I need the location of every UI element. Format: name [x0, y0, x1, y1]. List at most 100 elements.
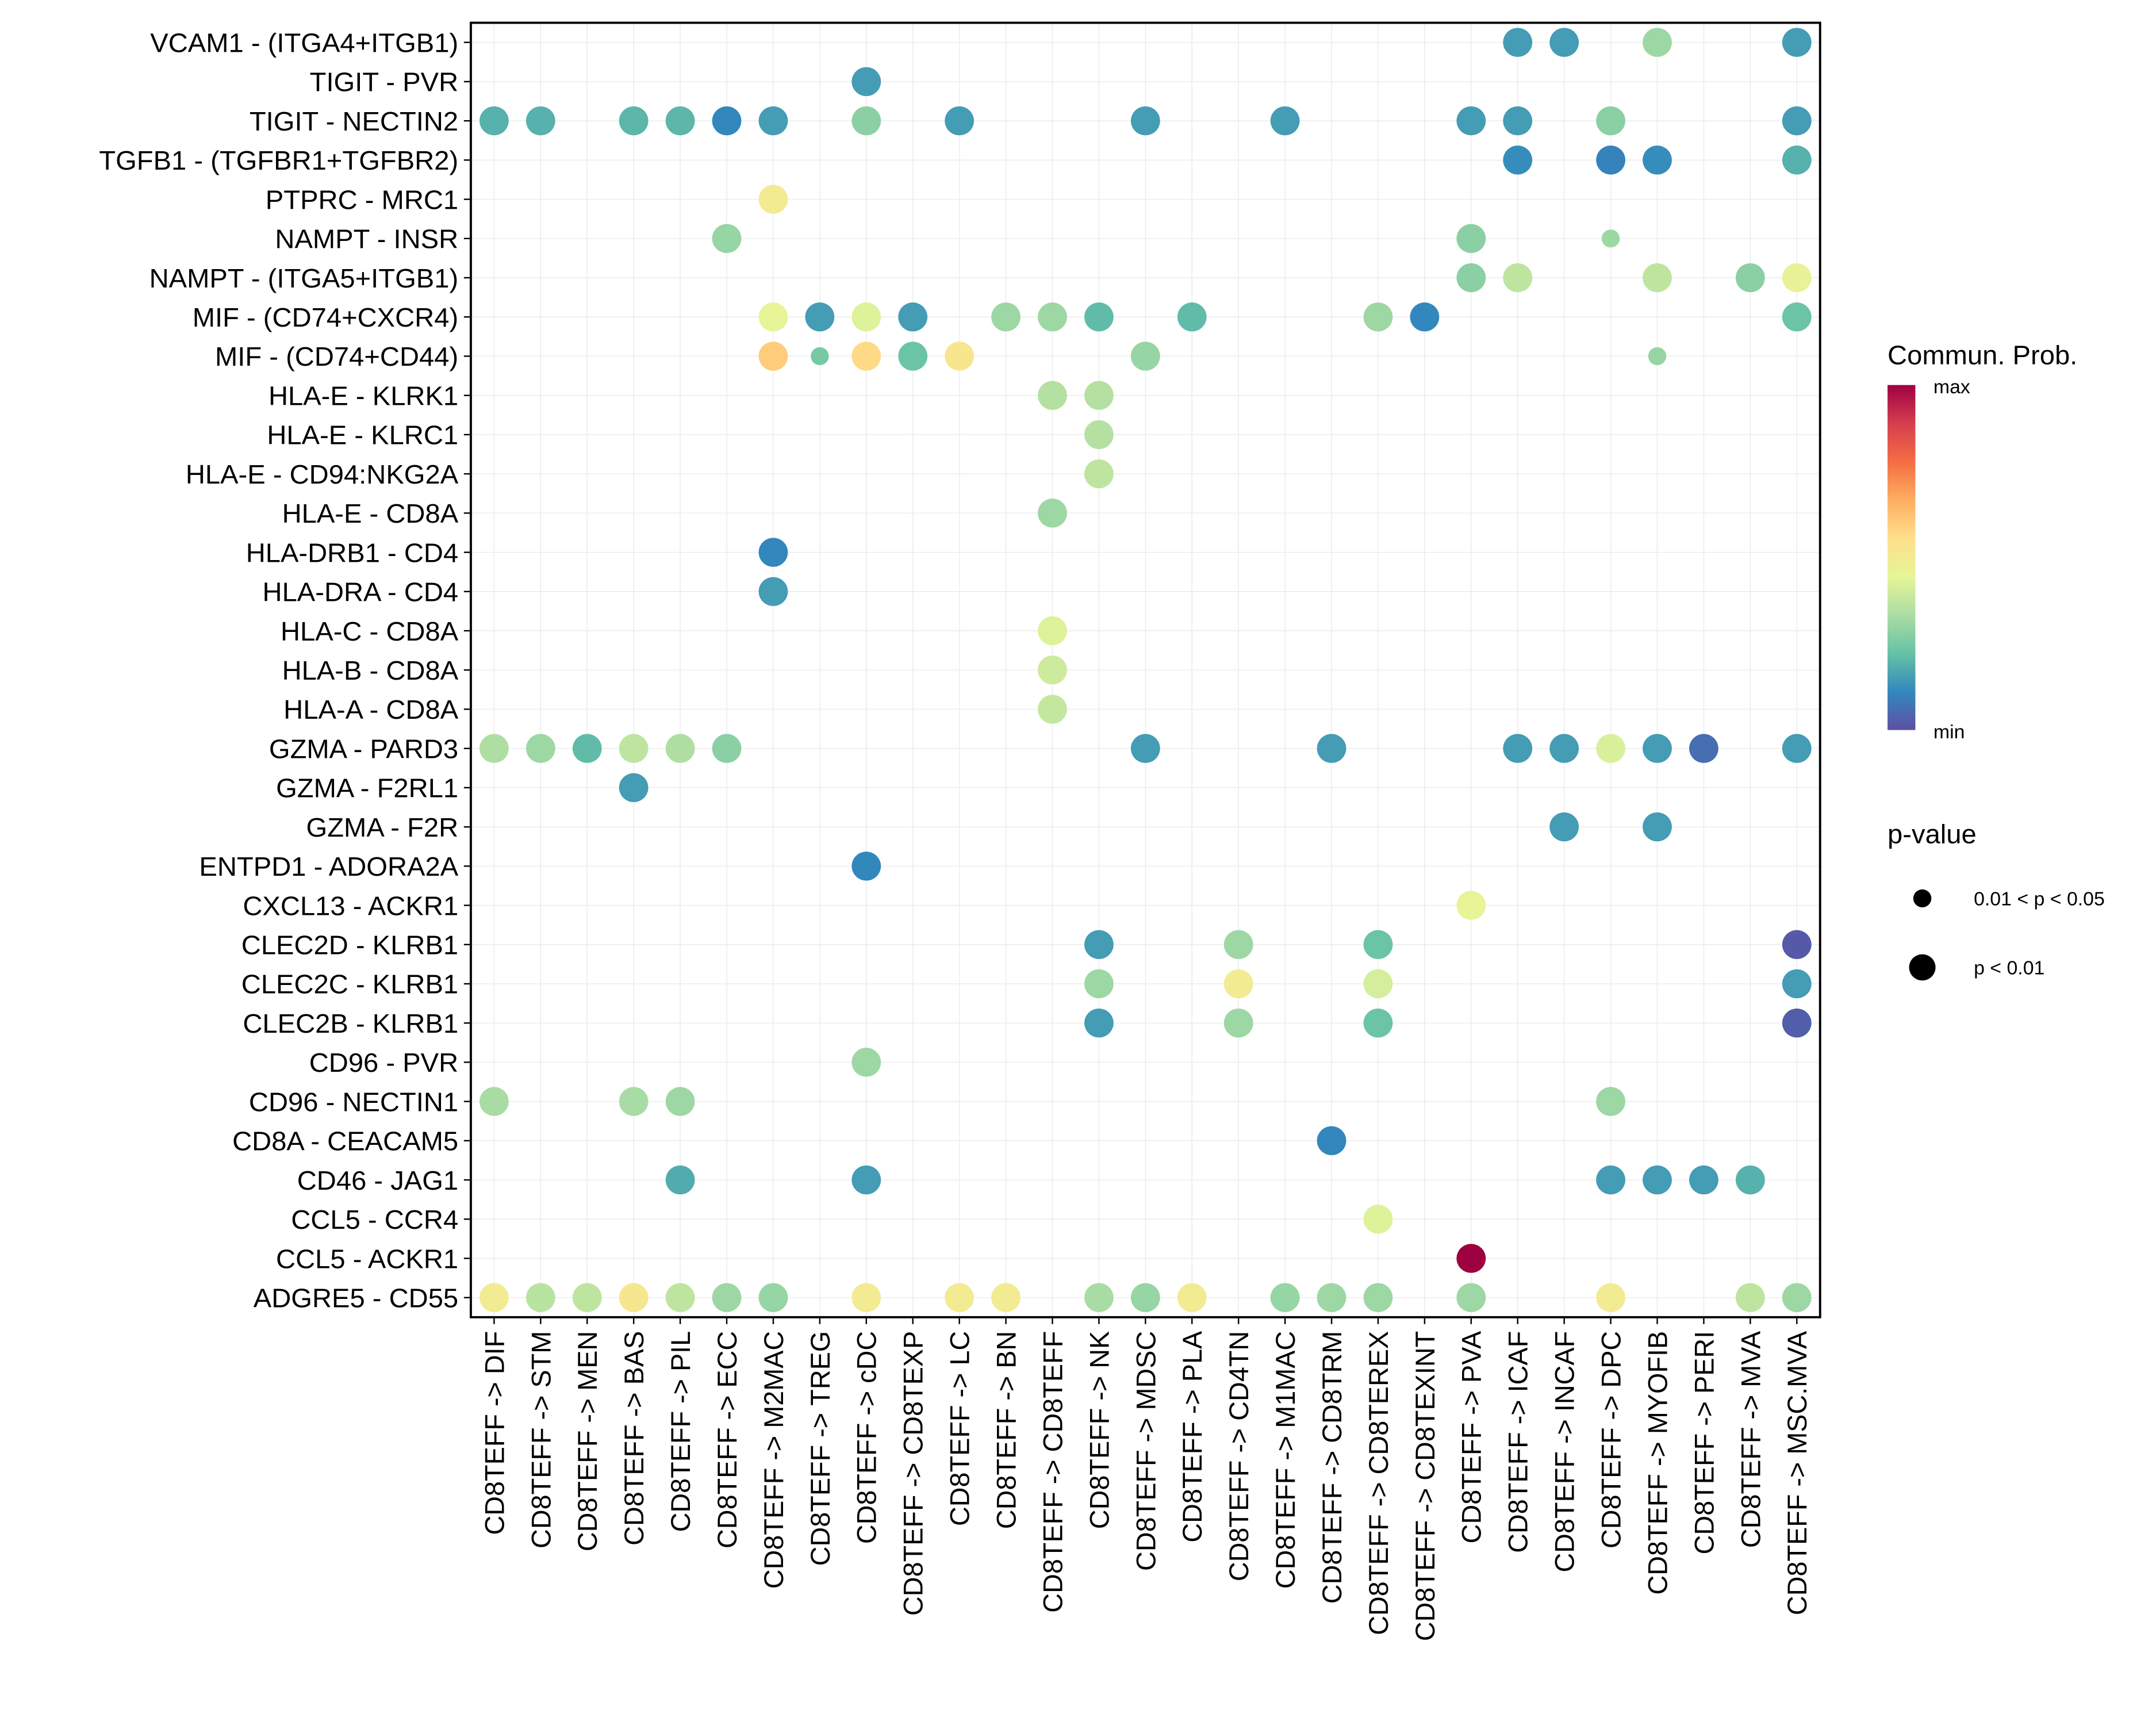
- pvalue-legend-title: p-value: [1888, 819, 1977, 849]
- data-point: [665, 1165, 695, 1195]
- data-point: [1038, 499, 1067, 528]
- pvalue-legend-small-dot: [1913, 889, 1932, 907]
- y-tick-label: GZMA - PARD3: [269, 734, 458, 764]
- x-tick-label: CD8TEFF -> PIL: [665, 1331, 696, 1532]
- y-tick-label: TGFB1 - (TGFBR1+TGFBR2): [99, 145, 458, 175]
- data-point: [898, 342, 928, 371]
- x-tick-label: CD8TEFF -> CD8TEXINT: [1410, 1331, 1440, 1641]
- data-point: [1363, 969, 1393, 999]
- data-point: [1130, 106, 1160, 136]
- y-tick-label: MIF - (CD74+CD44): [215, 341, 458, 371]
- y-tick-label: HLA-E - CD94:NKG2A: [186, 459, 459, 489]
- data-point: [1038, 302, 1067, 332]
- data-point: [1782, 734, 1812, 763]
- data-point: [1270, 106, 1300, 136]
- data-point: [1456, 263, 1486, 293]
- data-point: [665, 106, 695, 136]
- data-point: [1735, 1165, 1765, 1195]
- data-point: [1596, 106, 1625, 136]
- data-point: [1782, 28, 1812, 57]
- x-tick-label: CD8TEFF -> MYOFIB: [1642, 1331, 1672, 1595]
- x-tick-label: CD8TEFF -> NK: [1084, 1331, 1114, 1529]
- data-point: [851, 67, 881, 97]
- x-tick-label: CD8TEFF -> DIF: [479, 1331, 509, 1535]
- data-point: [1643, 734, 1672, 763]
- data-point: [479, 106, 509, 136]
- data-point: [1549, 28, 1579, 57]
- data-point: [805, 302, 835, 332]
- data-point: [758, 185, 788, 214]
- data-point: [991, 1283, 1021, 1312]
- data-point: [1735, 1283, 1765, 1312]
- x-tick-label: CD8TEFF -> PERI: [1689, 1331, 1719, 1555]
- data-point: [1456, 891, 1486, 920]
- y-tick-label: HLA-E - CD8A: [282, 498, 459, 528]
- colorbar-max-label: max: [1934, 376, 1970, 398]
- data-point: [665, 1283, 695, 1312]
- pvalue-legend-label-0: 0.01 < p < 0.05: [1974, 888, 2105, 910]
- data-point: [1270, 1283, 1300, 1312]
- data-point: [758, 302, 788, 332]
- data-point: [1456, 1244, 1486, 1273]
- data-point: [1782, 106, 1812, 136]
- data-point: [945, 342, 975, 371]
- x-tick-label: CD8TEFF -> PLA: [1177, 1331, 1207, 1542]
- data-point: [619, 1283, 649, 1312]
- y-tick-label: MIF - (CD74+CXCR4): [193, 302, 458, 332]
- data-point: [665, 734, 695, 763]
- data-point: [1084, 1008, 1114, 1038]
- x-tick-label: CD8TEFF -> CD8TRM: [1317, 1331, 1347, 1604]
- data-point: [619, 734, 649, 763]
- data-point: [758, 1283, 788, 1312]
- data-point: [1596, 1165, 1625, 1195]
- data-point: [1503, 106, 1533, 136]
- data-point: [945, 106, 975, 136]
- y-tick-label: CD96 - PVR: [309, 1047, 458, 1078]
- data-point: [1648, 347, 1667, 366]
- x-tick-label: CD8TEFF -> CD8TEREX: [1363, 1331, 1394, 1635]
- y-tick-label: TIGIT - PVR: [310, 67, 459, 97]
- data-point: [1643, 145, 1672, 175]
- x-tick-label: CD8TEFF -> cDC: [851, 1331, 882, 1544]
- x-tick-label: CD8TEFF -> MSC.MVA: [1782, 1331, 1812, 1615]
- x-tick-label: CD8TEFF -> TREG: [805, 1331, 835, 1566]
- data-point: [1038, 695, 1067, 724]
- data-point: [1503, 263, 1533, 293]
- data-point: [1782, 263, 1812, 293]
- data-point: [1363, 1205, 1393, 1234]
- gridlines: [470, 22, 1820, 1317]
- data-point: [1782, 302, 1812, 332]
- data-point: [1084, 381, 1114, 410]
- data-point: [1643, 28, 1672, 57]
- data-point: [945, 1283, 975, 1312]
- data-point: [1038, 381, 1067, 410]
- data-point: [572, 1283, 602, 1312]
- y-tick-label: HLA-DRB1 - CD4: [246, 538, 458, 568]
- data-point: [525, 734, 555, 763]
- data-point: [1601, 229, 1620, 248]
- data-point: [1177, 302, 1207, 332]
- data-point: [851, 1048, 881, 1077]
- y-tick-label: ADGRE5 - CD55: [254, 1283, 458, 1313]
- y-tick-label: HLA-DRA - CD4: [263, 577, 459, 607]
- data-point: [1363, 302, 1393, 332]
- colorbar-min-label: min: [1934, 721, 1965, 743]
- x-tick-label: CD8TEFF -> CD8TEXP: [897, 1331, 928, 1616]
- data-point: [1456, 106, 1486, 136]
- data-point: [811, 347, 829, 366]
- data-point: [851, 1283, 881, 1312]
- x-tick-label: CD8TEFF -> MEN: [572, 1331, 603, 1551]
- data-point: [1363, 1008, 1393, 1038]
- data-point: [1223, 1008, 1253, 1038]
- data-point: [525, 1283, 555, 1312]
- data-point: [1643, 812, 1672, 842]
- colorbar: [1888, 385, 1916, 730]
- data-point: [1643, 1165, 1672, 1195]
- y-tick-label: PTPRC - MRC1: [266, 185, 458, 215]
- x-tick-label: CD8TEFF -> INCAF: [1549, 1331, 1579, 1573]
- y-tick-label: NAMPT - INSR: [275, 224, 458, 254]
- data-point: [851, 342, 881, 371]
- data-point: [1084, 420, 1114, 450]
- y-tick-label: CD8A - CEACAM5: [232, 1126, 458, 1156]
- data-point: [1038, 616, 1067, 646]
